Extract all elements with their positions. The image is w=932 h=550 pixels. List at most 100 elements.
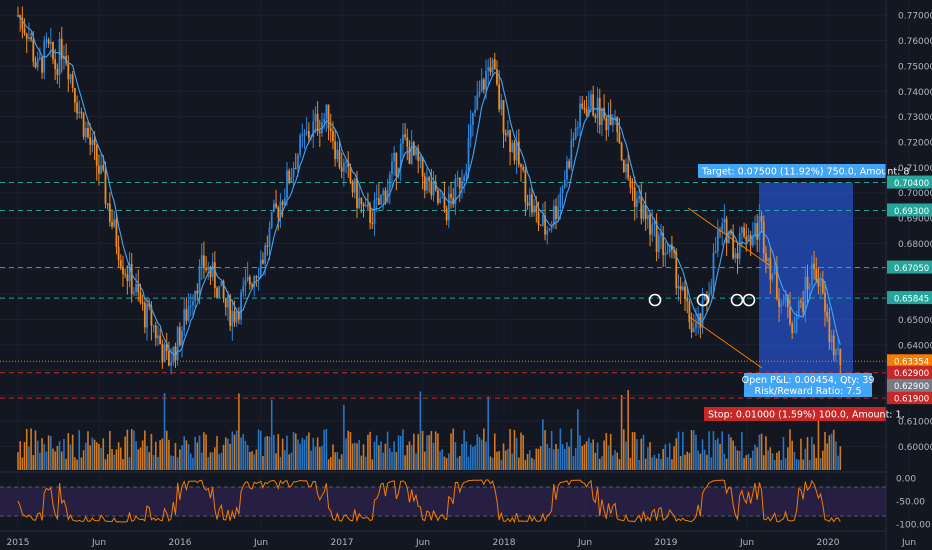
volume-bar — [378, 445, 380, 470]
volume-bar — [642, 434, 645, 470]
candle-body — [408, 146, 411, 164]
volume-bar — [485, 441, 487, 470]
candle-body — [430, 180, 433, 196]
candle-body — [640, 195, 643, 219]
candle-body — [437, 189, 439, 203]
volume-bar — [467, 456, 470, 470]
volume-bar — [622, 429, 625, 470]
candle-body — [251, 284, 253, 287]
candle-body — [340, 167, 343, 172]
candle-body — [78, 111, 81, 114]
volume-bar — [351, 443, 354, 470]
volume-bar — [319, 447, 321, 470]
candle-body — [102, 165, 105, 170]
oscillator-tick-label: -50.00 — [896, 497, 925, 507]
volume-bar — [303, 439, 306, 470]
volume-bar — [686, 451, 689, 470]
volume-bar — [249, 451, 251, 470]
volume-bar — [789, 429, 791, 470]
candle-body — [336, 149, 339, 159]
candle-body — [636, 199, 638, 207]
candle-body — [290, 176, 293, 183]
candle-body — [679, 286, 682, 290]
volume-bar — [345, 438, 347, 470]
volume-bar — [244, 440, 247, 470]
volume-bar — [292, 432, 295, 470]
candle-body — [493, 59, 496, 70]
entry-price-label: 0.62900 — [894, 382, 929, 392]
volume-bar — [117, 442, 120, 470]
candle-body — [824, 292, 826, 312]
volume-bar — [601, 456, 603, 470]
x-tick-label: 2018 — [493, 538, 516, 548]
candle-body — [791, 323, 794, 333]
volume-bar — [52, 448, 54, 470]
touch-circle — [648, 293, 662, 307]
volume-bar — [629, 457, 632, 470]
candle-body — [240, 292, 242, 320]
volume-bar — [329, 456, 332, 470]
candle-body — [205, 268, 207, 271]
candle-body — [301, 135, 304, 137]
candle-body — [229, 295, 232, 327]
candle-body — [537, 212, 540, 225]
candle-body — [165, 344, 168, 352]
volume-bar — [487, 396, 490, 470]
volume-bar — [242, 434, 245, 470]
volume-bar — [332, 444, 334, 470]
candle-body — [631, 187, 634, 189]
candle-body — [380, 195, 382, 205]
candle-body — [316, 113, 319, 132]
y-tick-label: 0.75000 — [898, 62, 932, 72]
candle-body — [150, 306, 153, 326]
volume-bar — [290, 452, 293, 470]
volume-bar — [439, 451, 441, 470]
falling-channel-drawing[interactable] — [687, 207, 773, 369]
volume-bar — [386, 431, 389, 470]
volume-bar — [649, 442, 651, 470]
candle-body — [231, 310, 234, 327]
candle-body — [559, 192, 562, 208]
time-axis[interactable]: 2015 Jun 2016 Jun 2017 Jun 2018 Jun 2019 Jun 2020 J… — [0, 530, 916, 548]
candle-body — [157, 335, 159, 339]
volume-bar — [312, 437, 315, 470]
candle-body — [587, 106, 590, 116]
volume-bar — [28, 446, 30, 470]
candle-body — [500, 100, 503, 110]
volume-bar — [837, 455, 839, 470]
volume-bar — [63, 438, 65, 470]
y-tick-label: 0.65000 — [898, 316, 932, 326]
volume-bar — [109, 430, 111, 470]
volume-bar — [222, 444, 225, 470]
volume-bar — [233, 434, 236, 470]
candle-body — [489, 67, 492, 73]
volume-bar — [434, 431, 437, 470]
candle-body — [607, 114, 610, 131]
oscillator-line — [17, 479, 841, 524]
volume-bar — [71, 434, 74, 470]
volume-bar — [758, 434, 761, 470]
volume-bar — [690, 430, 693, 470]
volume-bar — [294, 433, 297, 470]
candle-body — [277, 207, 280, 218]
price-axis[interactable]: 0.77000 0.76000 0.75000 0.74000 0.73000 0.720… — [885, 0, 932, 550]
rr-label-text: Risk/Reward Ratio: 7.5 — [754, 386, 861, 397]
candle-body — [382, 190, 385, 196]
volume-bar — [430, 430, 433, 470]
oscillator-tick-label: -100.00 — [896, 520, 931, 530]
volume-bar — [524, 459, 527, 470]
volume-bar — [410, 445, 413, 470]
candle-body — [148, 303, 151, 307]
candle-body — [439, 198, 441, 203]
y-tick-label: 0.74000 — [898, 88, 932, 98]
volume-bar — [835, 441, 837, 470]
volume-bar — [161, 438, 164, 470]
volume-bar — [393, 441, 395, 470]
volume-bar — [111, 448, 113, 470]
volume-bar — [469, 444, 472, 470]
x-tick-label: Jun — [415, 538, 430, 548]
volume-bar — [787, 447, 789, 470]
candle-body — [496, 69, 498, 85]
volume-bar — [165, 430, 168, 470]
